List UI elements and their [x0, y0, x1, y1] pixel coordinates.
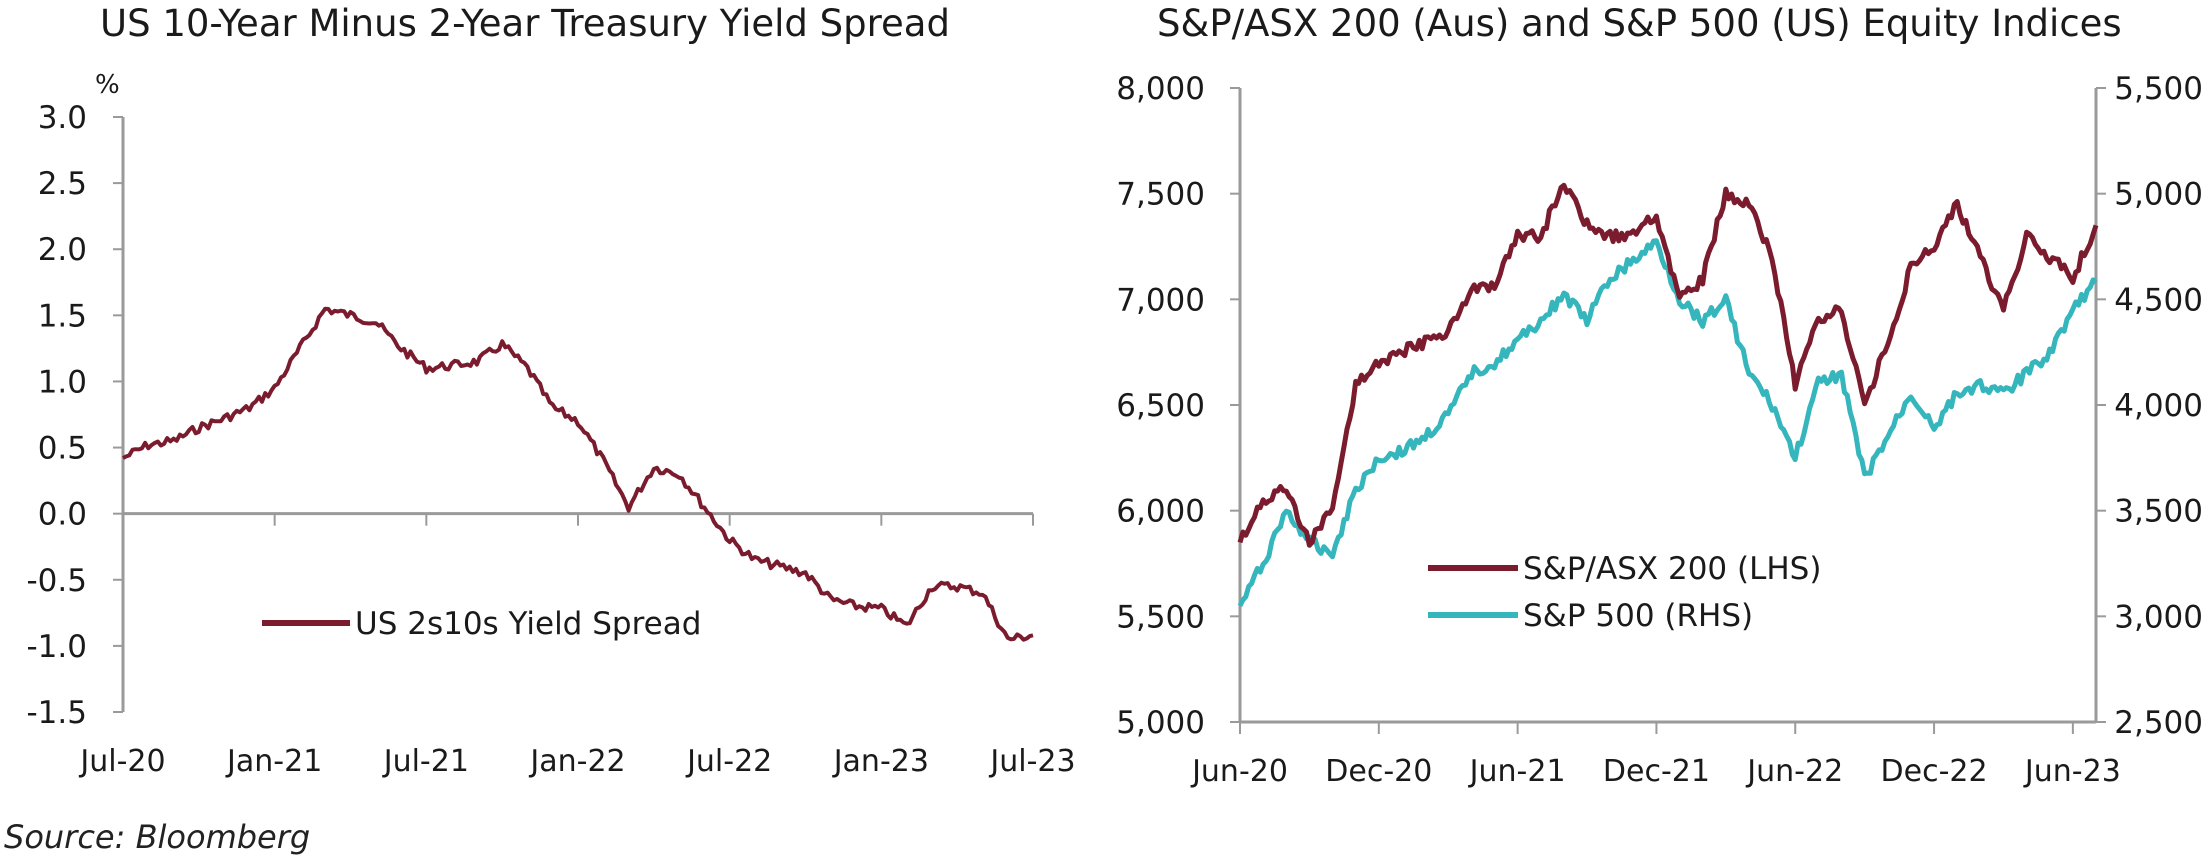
- source-note: Source: Bloomberg: [4, 818, 311, 856]
- right-legend-sp500-label: S&P 500 (RHS): [1523, 598, 1753, 634]
- right-chart-title: S&P/ASX 200 (Aus) and S&P 500 (US) Equit…: [1157, 2, 2122, 45]
- left-legend-label: US 2s10s Yield Spread: [355, 606, 701, 642]
- left-y-tick-label: -1.0: [27, 629, 88, 665]
- right-x-tick-label: Dec-22: [1881, 754, 1988, 789]
- right-chart: 8,000 7,500 7,000 6,500 6,000 5,500 5,000 5,500…: [1116, 71, 2203, 789]
- right-x-tick-label: Jun-23: [2023, 754, 2121, 789]
- right-lhs-tick-label: 6,000: [1116, 494, 1205, 530]
- series-line-asx200: [1237, 182, 2099, 548]
- left-y-tick-label: 3.0: [38, 100, 87, 136]
- left-x-tick-label: Jul-21: [382, 744, 469, 779]
- right-rhs-tick-label: 4,000: [2114, 388, 2203, 424]
- left-x-tick-label: Jan-21: [225, 744, 322, 779]
- right-rhs-tick-label: 3,500: [2114, 494, 2203, 530]
- right-x-tick-label: Dec-21: [1603, 754, 1710, 789]
- left-chart: 3.0 2.5 2.0 1.5 1.0 0.5 0.0 -0.5 -1.0 -1.5% Jul-20…: [27, 70, 1076, 779]
- left-y-tick-label: -0.5: [27, 563, 88, 599]
- left-y-tick-label: 1.0: [38, 364, 87, 400]
- left-y-tick-label: -1.5: [27, 695, 88, 731]
- left-chart-title: US 10-Year Minus 2-Year Treasury Yield S…: [100, 2, 950, 45]
- left-x-tick-label: Jan-23: [832, 744, 929, 779]
- right-lhs-tick-label: 5,500: [1116, 599, 1205, 635]
- left-y-tick-label: 2.5: [38, 166, 87, 202]
- left-y-tick-label: 1.5: [38, 298, 87, 334]
- right-rhs-tick-label: 5,500: [2114, 71, 2203, 107]
- right-rhs-tick-label: 4,500: [2114, 282, 2203, 318]
- left-y-tick-label: 0.0: [38, 497, 87, 533]
- right-lhs-tick-label: 7,500: [1116, 177, 1205, 213]
- right-x-tick-label: Dec-20: [1325, 754, 1432, 789]
- left-x-tick-label: Jul-20: [78, 744, 165, 779]
- left-x-tick-label: Jan-22: [528, 744, 625, 779]
- left-y-unit-label: %: [95, 70, 120, 100]
- series-line-us-2s10s: [122, 306, 1034, 642]
- left-x-tick-label: Jul-22: [685, 744, 772, 779]
- right-rhs-tick-label: 3,000: [2114, 599, 2203, 635]
- right-rhs-tick-label: 2,500: [2114, 705, 2203, 741]
- right-x-tick-label: Jun-20: [1190, 754, 1288, 789]
- right-lhs-tick-label: 5,000: [1116, 705, 1205, 741]
- right-x-tick-label: Jun-21: [1468, 754, 1566, 789]
- right-lhs-tick-label: 6,500: [1116, 388, 1205, 424]
- right-lhs-tick-label: 8,000: [1116, 71, 1205, 107]
- right-lhs-tick-label: 7,000: [1116, 282, 1205, 318]
- right-legend-asx-label: S&P/ASX 200 (LHS): [1523, 551, 1821, 587]
- left-x-tick-label: Jul-23: [988, 744, 1075, 779]
- left-y-tick-label: 2.0: [38, 232, 87, 268]
- left-y-tick-label: 0.5: [38, 431, 87, 467]
- right-rhs-tick-label: 5,000: [2114, 177, 2203, 213]
- right-x-tick-label: Jun-22: [1745, 754, 1843, 789]
